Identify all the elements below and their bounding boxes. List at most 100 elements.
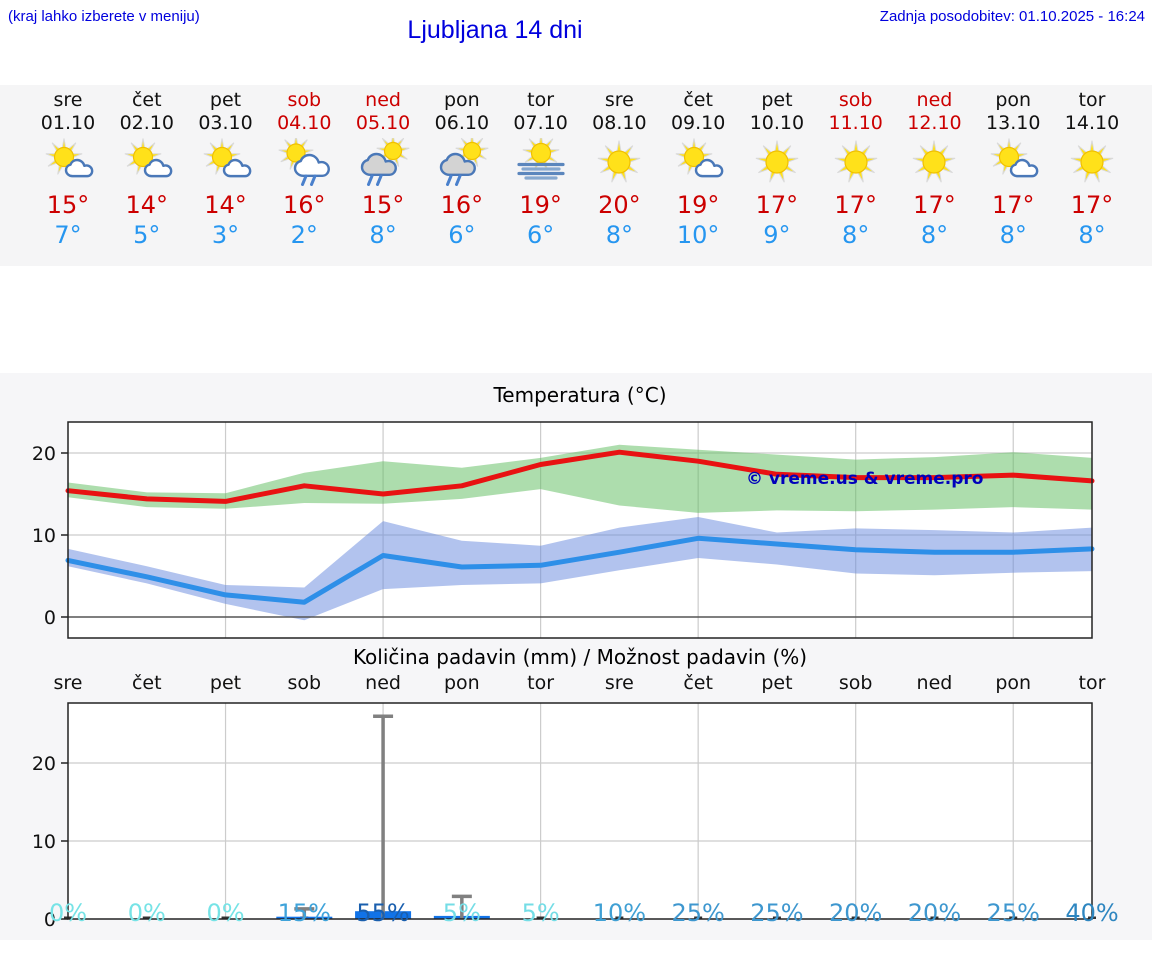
precip-day-label: ned	[916, 672, 953, 694]
low-temp-label: 8°	[920, 221, 949, 249]
precip-baseline-tick	[930, 916, 939, 919]
high-temp-label: 17°	[1070, 191, 1114, 219]
high-temp-label: 17°	[991, 191, 1035, 219]
precip-day-label: ned	[365, 672, 401, 694]
watermark-text: © vreme.us & vreme.pro	[746, 469, 983, 489]
date-label: 01.10	[40, 112, 96, 134]
precip-probability-label: 0%	[206, 899, 245, 927]
weekday-label: sob	[838, 89, 873, 111]
precip-day-label: čet	[683, 672, 713, 694]
low-temp-label: 8°	[999, 221, 1027, 249]
precip-probability-label: 25%	[986, 899, 1040, 927]
precip-day-label: pon	[995, 672, 1032, 694]
sun-icon	[755, 140, 799, 183]
sun-fog-icon	[517, 138, 565, 180]
high-temp-label: 17°	[755, 191, 799, 219]
low-temp-label: 2°	[290, 221, 318, 249]
weekday-label: tor	[1078, 89, 1106, 111]
precip-y-tick-label: 10	[32, 831, 56, 853]
precip-day-label: čet	[131, 672, 162, 694]
temp-y-tick-label: 20	[32, 443, 56, 465]
weekday-label: pet	[209, 89, 242, 111]
sun-cloud-icon	[45, 138, 94, 178]
date-label: 08.10	[592, 112, 647, 134]
precip-plot-frame	[67, 702, 1093, 920]
date-label: 14.10	[1064, 112, 1120, 134]
high-temp-label: 17°	[834, 191, 877, 219]
sun-icon	[913, 140, 956, 183]
temperature-chart-title: Temperatura (°C)	[493, 383, 667, 407]
high-temp-label: 19°	[676, 191, 720, 219]
precip-grid	[68, 703, 1092, 919]
menu-hint: (kraj lahko izberete v meniju)	[8, 8, 200, 25]
date-label: 02.10	[119, 112, 174, 134]
weekday-label: pon	[995, 89, 1032, 111]
precip-probability-label: 5%	[521, 899, 560, 927]
precipitation-chart: 0 10 20	[32, 702, 1096, 931]
date-label: 07.10	[513, 112, 568, 134]
precip-baseline-tick	[772, 916, 781, 919]
low-temp-label: 8°	[1078, 221, 1106, 249]
high-temp-label: 15°	[46, 191, 90, 219]
date-label: 10.10	[749, 112, 805, 134]
low-temp-label: 7°	[54, 221, 82, 249]
cloud-sun-rain-icon	[360, 138, 410, 186]
sun-cloud-icon	[124, 138, 173, 178]
low-temp-label: 8°	[842, 221, 870, 249]
precip-y-tick-label: 20	[32, 753, 56, 775]
low-temp-label: 6°	[526, 221, 555, 249]
date-label: 13.10	[986, 112, 1041, 134]
last-update-label: Zadnja posodobitev: 01.10.2025 - 16:24	[879, 8, 1145, 25]
weekday-label: pet	[761, 89, 793, 111]
precip-probability-label: 55%	[356, 899, 410, 927]
high-temp-label: 16°	[440, 191, 484, 219]
precip-probability-label: 40%	[1065, 899, 1119, 927]
sun-cloud-icon	[990, 138, 1039, 178]
high-temp-label: 16°	[283, 191, 326, 219]
date-label: 11.10	[828, 112, 883, 134]
low-temp-label: 8°	[369, 221, 397, 249]
precip-probability-label: 10%	[592, 899, 647, 927]
high-temp-band	[68, 444, 1092, 513]
date-label: 09.10	[670, 112, 726, 134]
precip-day-label: sob	[838, 672, 873, 694]
high-temp-label: 20°	[598, 191, 641, 219]
temp-plot-frame	[67, 421, 1093, 639]
weekday-label: pon	[443, 89, 480, 111]
precip-day-label: sob	[287, 672, 322, 694]
low-temp-label: 9°	[763, 221, 791, 249]
precip-day-label: pet	[761, 672, 793, 694]
low-temp-label: 8°	[605, 221, 634, 249]
page-title: Ljubljana 14 dni	[407, 16, 583, 44]
charts-figure: Temperatura (°C) © vreme.us & vreme.pro 0…	[0, 373, 1152, 940]
precip-baseline-tick	[142, 916, 151, 919]
weekday-label: sob	[287, 89, 322, 111]
precipitation-chart-title: Količina padavin (mm) / Možnost padavin …	[352, 645, 808, 669]
high-temp-label: 17°	[913, 191, 956, 219]
precip-baseline-tick	[536, 916, 545, 919]
precip-day-label: sre	[604, 672, 634, 694]
temp-y-tick-label: 10	[32, 525, 56, 547]
forecast-strip: sre 01.10 15° 7° čet 02.10 14° 5° pet 03.10 14° 3° s…	[0, 85, 1152, 266]
date-label: 06.10	[434, 112, 490, 134]
high-temp-label: 14°	[125, 191, 169, 219]
temperature-chart: © vreme.us & vreme.pro 0 10 20	[32, 421, 1095, 639]
weekday-label: čet	[683, 89, 713, 111]
weekday-label: sre	[604, 89, 634, 111]
sun-icon	[1070, 140, 1114, 183]
precip-day-label: pet	[209, 672, 242, 694]
date-label: 12.10	[907, 112, 962, 134]
sun-cloud-icon	[203, 138, 251, 178]
precip-day-label: sre	[53, 672, 83, 694]
date-label: 05.10	[355, 112, 411, 134]
sun-cloud-icon	[675, 138, 724, 178]
high-temp-label: 15°	[361, 191, 405, 219]
low-temp-band	[68, 517, 1092, 621]
low-temp-label: 5°	[133, 221, 161, 249]
sun-icon	[834, 140, 877, 183]
precip-y-tick-label: 0	[44, 909, 56, 931]
precip-day-label: tor	[527, 672, 555, 694]
low-temp-label: 3°	[211, 221, 240, 249]
weekday-label: ned	[916, 89, 953, 111]
